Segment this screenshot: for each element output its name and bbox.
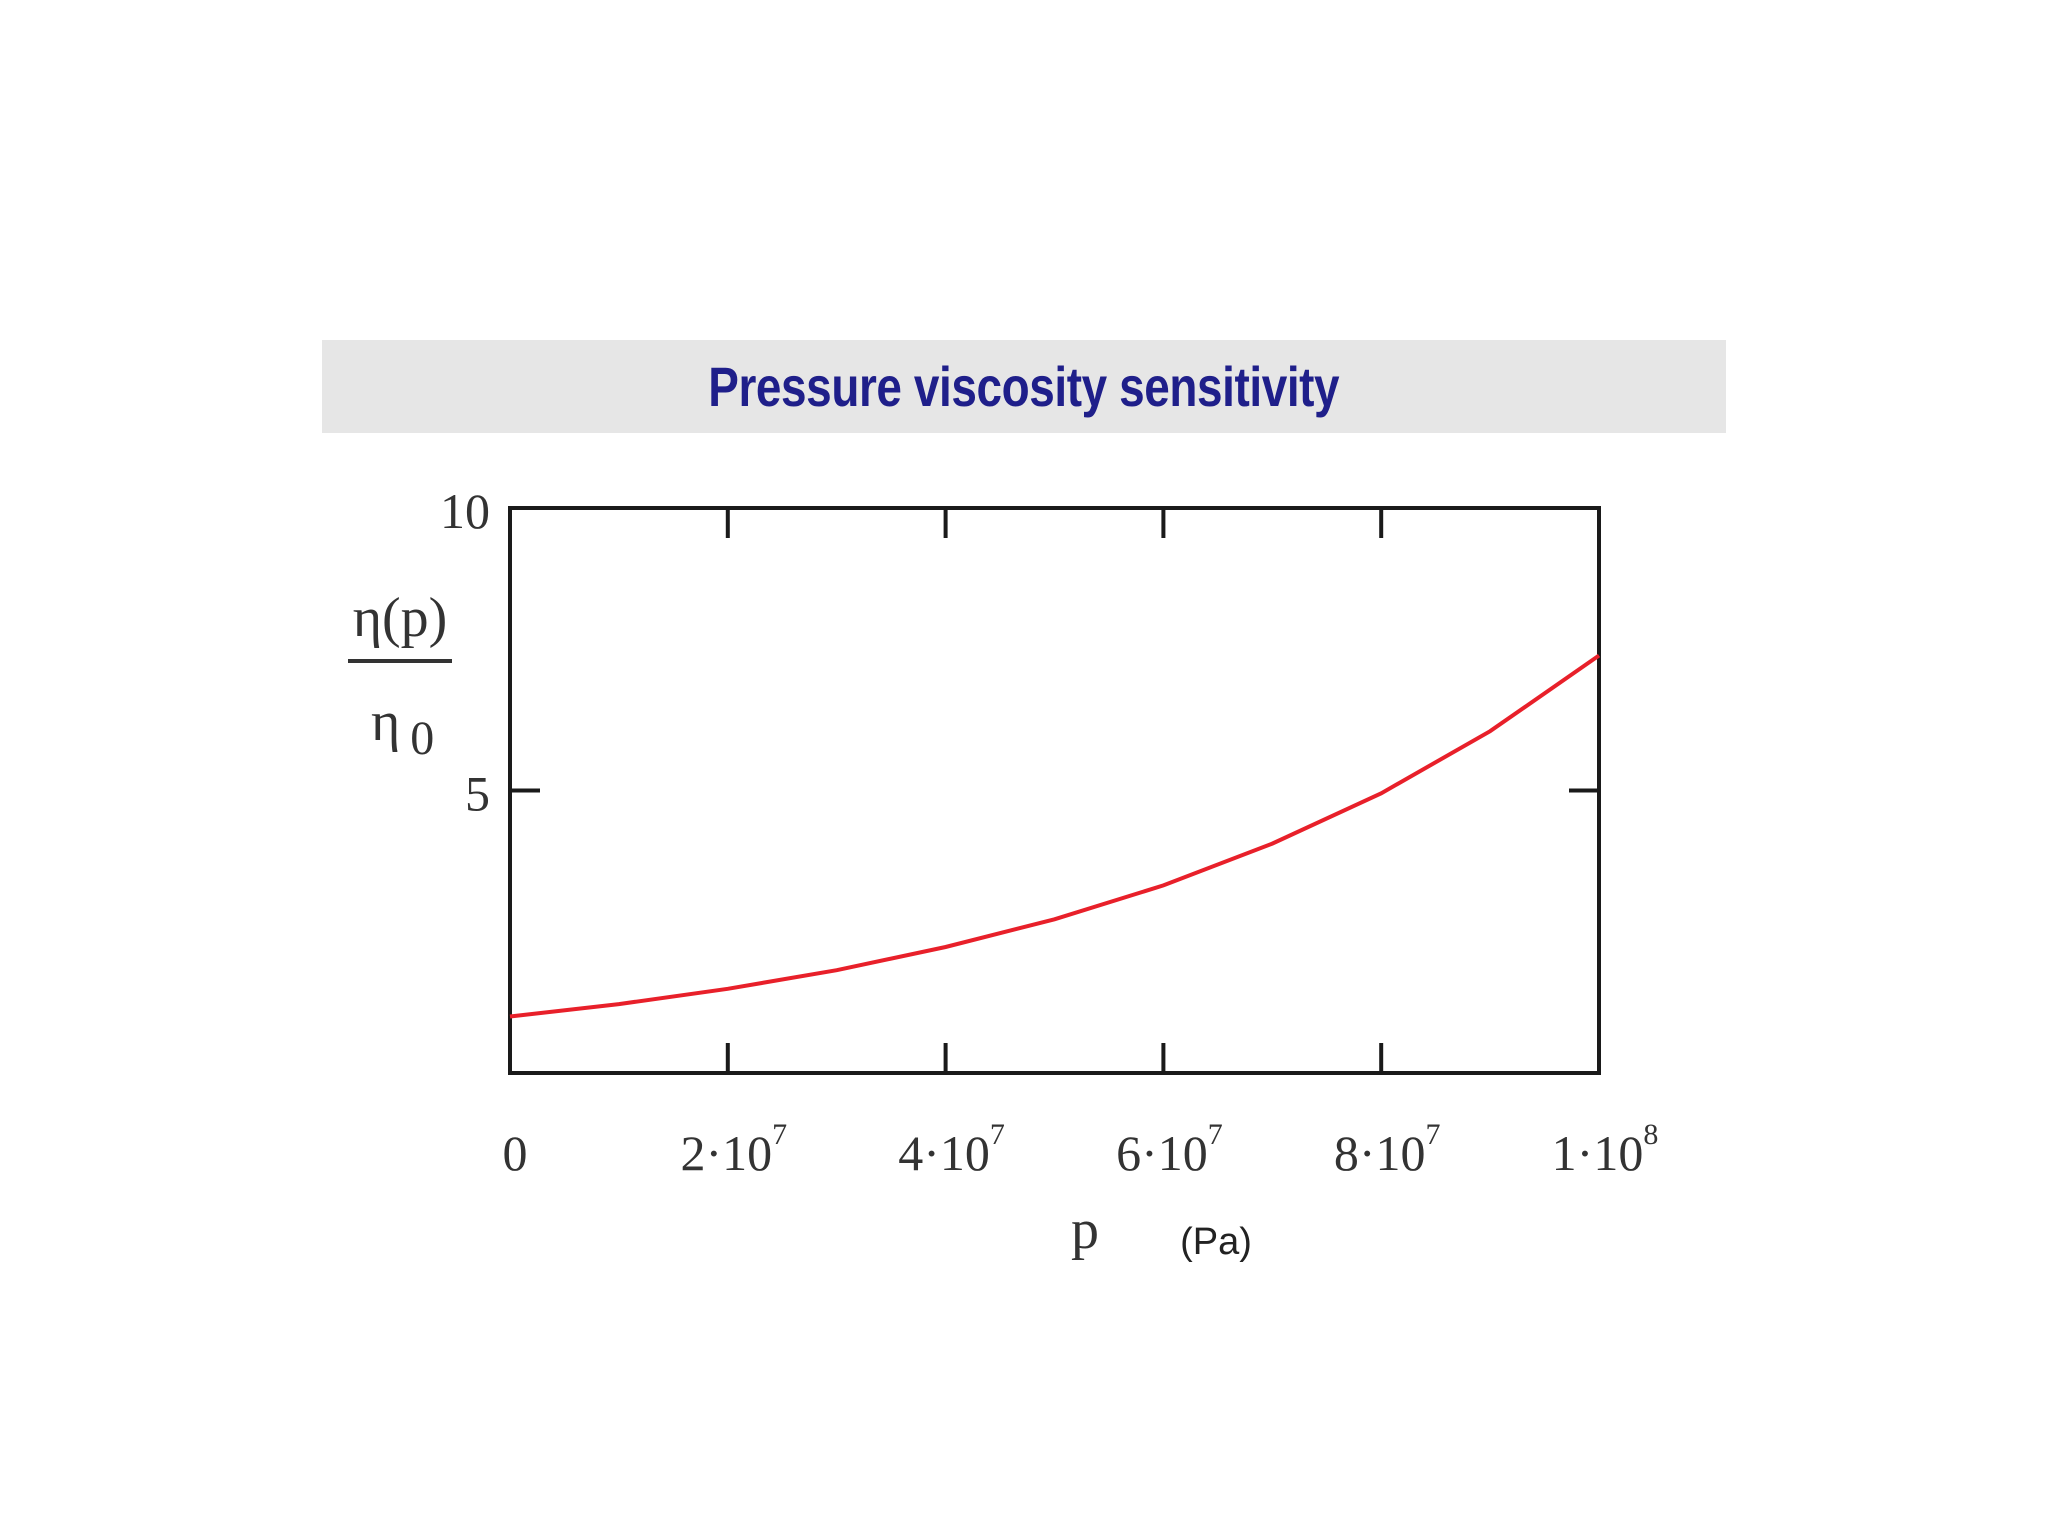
x-tick-label-4: 8·107 <box>1334 1118 1441 1181</box>
chart-title-bar: Pressure viscosity sensitivity <box>322 340 1726 433</box>
y-tick-labels: 5 10 <box>440 483 490 822</box>
x-tick-label-3: 6·107 <box>1116 1118 1223 1181</box>
x-tick-label-1: 2·107 <box>680 1118 787 1181</box>
y-tick-label-0: 5 <box>465 766 490 822</box>
x-tick-label-2: 4·107 <box>898 1118 1005 1181</box>
x-tick-labels: 0 2·107 4·107 6·107 8·107 1·108 <box>503 1118 1659 1181</box>
y-axis-label-numerator: η(p) <box>353 587 448 649</box>
plot-frame <box>508 506 1601 1075</box>
x-tick-label-5: 1·108 <box>1552 1118 1659 1181</box>
x-axis-unit: (Pa) <box>1180 1221 1252 1263</box>
x-axis-label: p <box>1071 1199 1099 1261</box>
chart-title: Pressure viscosity sensitivity <box>708 355 1340 418</box>
y-tick-label-1: 10 <box>440 483 490 539</box>
axis-ticks <box>510 508 1599 1073</box>
series-line <box>509 653 1601 1019</box>
x-tick-label-0: 0 <box>503 1125 528 1181</box>
